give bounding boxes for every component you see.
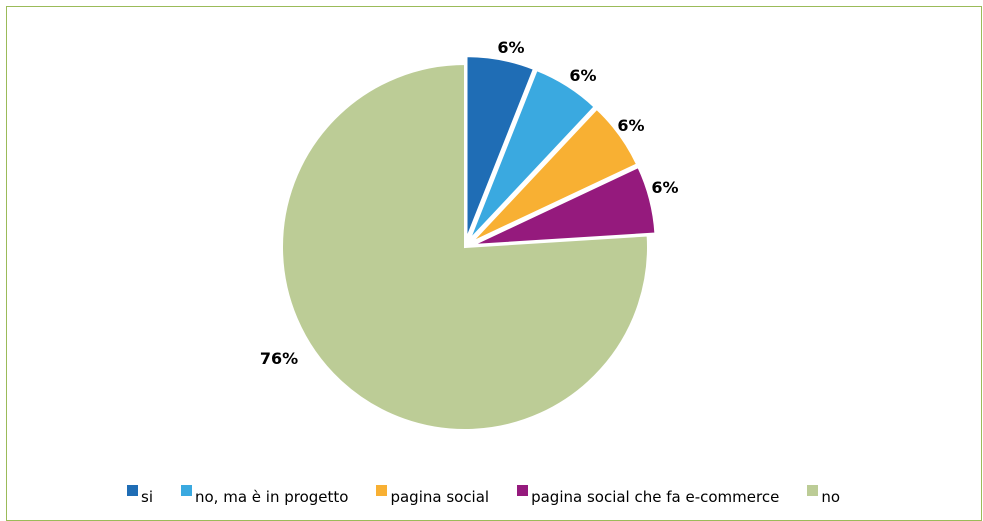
legend-label: pagina social: [390, 488, 490, 506]
legend-label: no, ma è in progetto: [194, 488, 349, 506]
legend-swatch: [807, 485, 819, 496]
data-label-3: 6%: [617, 116, 644, 135]
legend-item-3: pagina social: [376, 485, 489, 507]
pie-chart: 6% 6% 6% 6% 76%: [260, 38, 679, 431]
data-label-4: 6%: [651, 178, 678, 197]
chart-frame: 6% 6% 6% 6% 76% si no, ma è in progetto pagina…: [6, 6, 982, 521]
pie-slices: [281, 55, 657, 431]
legend-swatch: [127, 485, 138, 496]
data-label-2: 6%: [569, 66, 596, 85]
legend-swatch: [376, 485, 388, 496]
pie-slice-4: [472, 165, 657, 247]
legend-swatch: [517, 485, 529, 496]
pie-slice-3: [470, 107, 639, 244]
legend-label: si: [141, 488, 153, 506]
data-label-5: 76%: [260, 349, 298, 368]
legend-item-2: no, ma è in progetto: [180, 485, 349, 507]
pie-data-labels: 6% 6% 6% 6% 76%: [260, 38, 679, 368]
legend-item-1: si: [127, 485, 153, 507]
legend-label: pagina social che fa e-commerce: [531, 488, 780, 506]
pie-slice-2: [468, 68, 596, 241]
pie-slice-5: [281, 62, 649, 431]
legend-label: no: [821, 488, 841, 506]
legend-swatch: [180, 485, 192, 496]
pie-slice-1: [465, 55, 536, 240]
legend-item-4: pagina social che fa e-commerce: [517, 485, 779, 507]
data-label-1: 6%: [497, 38, 524, 57]
legend-item-5: no: [807, 485, 840, 507]
legend: si no, ma è in progetto pagina social pagin…: [127, 485, 868, 507]
